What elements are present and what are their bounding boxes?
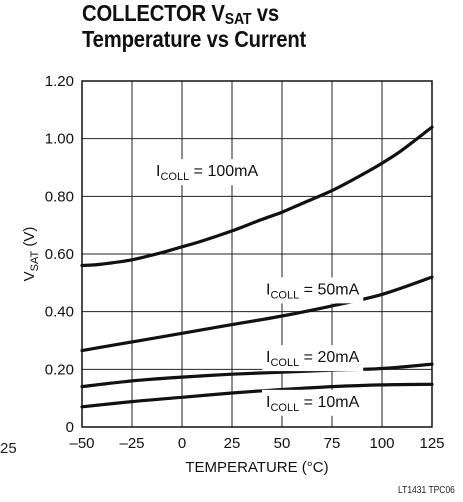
series-label: ICOLL = 10mA — [266, 394, 360, 414]
x-tick-label: 75 — [324, 435, 341, 452]
series-line — [80, 382, 434, 409]
plot-frame — [81, 80, 433, 428]
series-label: ICOLL = 20mA — [266, 349, 360, 369]
x-tick-label: –25 — [119, 435, 144, 452]
x-tick-label: 0 — [178, 435, 186, 452]
chart-title-line1: COLLECTOR VSAT vs — [82, 0, 279, 28]
x-tick-label: 125 — [419, 435, 444, 452]
tick-labels: –50 –25 0 25 50 75 100 125 0 0.20 0.40 0.60 0.80 1.00… — [45, 73, 445, 452]
y-tick-label: 0.80 — [45, 188, 74, 205]
curves — [80, 125, 434, 409]
x-tick-label: 100 — [369, 435, 394, 452]
y-tick-label: 0.20 — [45, 361, 74, 378]
series-label-bg — [262, 277, 364, 304]
y-axis-label: VSAT (V) — [21, 227, 41, 282]
chart-title: COLLECTOR VSAT vs Temperature vs Current — [82, 0, 306, 52]
y-tick-label: 1.00 — [45, 131, 74, 148]
chart-title-line2: Temperature vs Current — [82, 26, 307, 52]
y-tick-label: 0.40 — [45, 304, 74, 321]
figure-id: LT1431 TPC06 — [398, 485, 455, 496]
series-label-bg — [152, 159, 263, 186]
series-label-bg — [262, 345, 364, 372]
series-line — [80, 125, 434, 268]
x-tick-label: 50 — [274, 435, 291, 452]
y-tick-label: 0 — [66, 419, 74, 436]
series-label: ICOLL = 50mA — [266, 281, 360, 301]
series-label: ICOLL = 100mA — [156, 163, 258, 183]
series-labels: ICOLL = 100mA ICOLL = 50mA ICOLL = 20mA ICO… — [152, 159, 364, 416]
series-line — [80, 362, 434, 389]
y-tick-label: 0.60 — [45, 246, 74, 263]
x-tick-label: 25 — [224, 435, 241, 452]
grid — [82, 81, 432, 427]
cropped-tick-label: 25 — [0, 440, 17, 457]
x-axis-label: TEMPERATURE (°C) — [185, 459, 328, 476]
series-label-bg — [262, 389, 364, 416]
y-tick-label: 1.20 — [45, 73, 74, 90]
x-tick-label: –50 — [69, 435, 94, 452]
series-line — [80, 275, 434, 353]
